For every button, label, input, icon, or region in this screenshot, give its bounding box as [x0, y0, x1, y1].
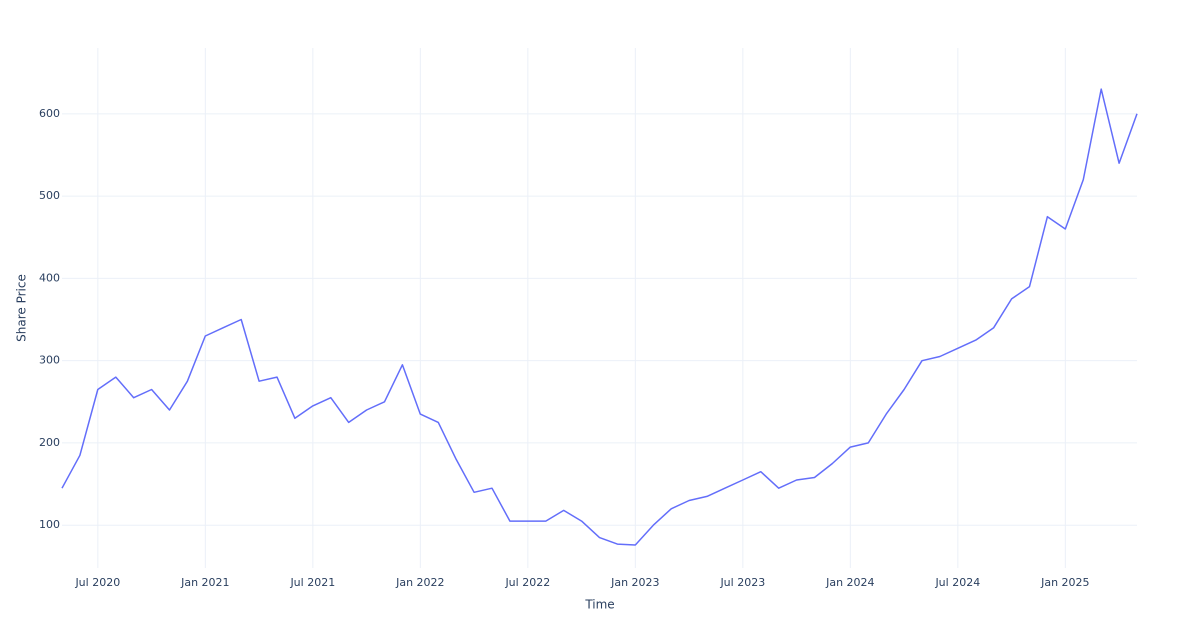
y-tick-label: 500 [39, 189, 60, 202]
y-tick-label: 100 [39, 518, 60, 531]
x-tick-label: Jul 2020 [74, 576, 120, 589]
x-tick-label: Jan 2022 [395, 576, 444, 589]
x-tick-label: Jul 2022 [504, 576, 550, 589]
x-tick-label: Jan 2021 [180, 576, 229, 589]
y-tick-label: 200 [39, 436, 60, 449]
x-tick-label: Jan 2024 [825, 576, 874, 589]
y-axis-title: Share Price [15, 274, 29, 342]
x-tick-label: Jul 2023 [719, 576, 765, 589]
price-line [61, 88, 1138, 546]
y-tick-label: 600 [39, 107, 60, 120]
y-tick-label: 300 [39, 354, 60, 367]
y-tick-label: 400 [39, 271, 60, 284]
x-tick-label: Jul 2024 [934, 576, 980, 589]
x-axis-title: Time [584, 598, 614, 612]
x-tick-label: Jan 2023 [610, 576, 659, 589]
x-tick-label: Jan 2025 [1040, 576, 1089, 589]
x-tick-label: Jul 2021 [289, 576, 335, 589]
